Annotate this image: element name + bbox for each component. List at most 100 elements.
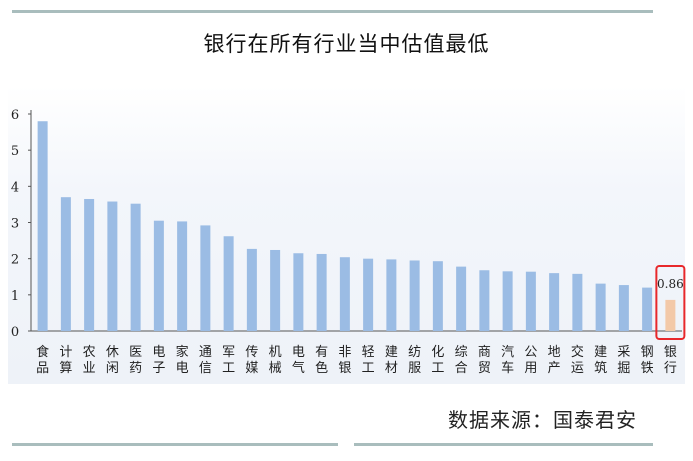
bar	[642, 287, 653, 331]
x-tick-label: 闲	[106, 361, 119, 376]
x-tick-label: 气	[292, 360, 305, 376]
x-tick-label: 公	[524, 345, 537, 360]
x-tick-label: 休	[106, 345, 119, 360]
x-tick-label: 信	[199, 361, 212, 376]
x-tick-label: 子	[152, 361, 165, 376]
x-tick-label: 产	[548, 361, 561, 376]
x-tick-label: 合	[455, 361, 468, 376]
x-tick-label: 有	[315, 345, 328, 360]
top-rule	[12, 10, 653, 13]
bar	[339, 257, 350, 331]
x-tick-label: 车	[501, 360, 514, 376]
x-tick-label: 轻	[362, 345, 375, 360]
bar	[456, 266, 467, 331]
plot-background	[8, 86, 685, 384]
bar	[432, 261, 443, 331]
x-tick-label: 传	[245, 345, 258, 360]
x-tick-label: 采	[617, 345, 630, 360]
x-tick-label: 通	[199, 345, 212, 360]
x-tick-label: 工	[362, 361, 375, 376]
y-tick-label: 3	[11, 217, 19, 232]
x-tick-label: 品	[36, 361, 49, 376]
y-tick-label: 0	[11, 325, 19, 340]
bar	[363, 258, 374, 331]
bar	[479, 270, 490, 331]
x-tick-label: 算	[59, 361, 72, 376]
x-tick-label: 色	[315, 360, 328, 376]
bar	[595, 283, 606, 331]
y-tick-label: 5	[11, 144, 19, 159]
x-tick-label: 化	[431, 345, 444, 360]
y-tick-label: 6	[11, 108, 19, 123]
bar	[60, 197, 71, 331]
x-tick-label: 电	[292, 345, 305, 360]
x-tick-label: 用	[524, 361, 537, 376]
bar-highlight	[665, 299, 676, 331]
bar	[386, 259, 397, 331]
bar	[502, 271, 513, 331]
bar	[293, 253, 304, 331]
x-tick-label: 工	[222, 361, 235, 376]
bar	[130, 203, 141, 331]
x-tick-label: 材	[385, 361, 398, 376]
x-tick-label: 机	[269, 345, 282, 360]
x-tick-label: 商	[478, 345, 491, 360]
bar	[525, 271, 536, 331]
x-tick-label: 建	[594, 345, 607, 360]
x-tick-label: 食	[36, 344, 49, 360]
x-tick-label: 农	[83, 345, 96, 360]
bar	[572, 273, 583, 331]
x-tick-label: 计	[59, 345, 72, 360]
x-tick-label: 地	[548, 345, 561, 360]
bar	[246, 248, 257, 331]
bar	[549, 273, 560, 331]
x-tick-label: 军	[222, 345, 235, 360]
bar	[153, 220, 164, 331]
bar	[200, 225, 211, 331]
x-tick-label: 贸	[478, 361, 491, 376]
bar	[618, 285, 629, 331]
x-tick-label: 行	[664, 361, 677, 376]
x-tick-label: 媒	[245, 361, 258, 376]
x-tick-label: 非	[338, 345, 351, 360]
x-tick-label: 家	[176, 344, 189, 360]
x-tick-label: 铁	[641, 361, 654, 376]
bar	[107, 201, 118, 331]
chart-title: 银行在所有行业当中估值最低	[203, 32, 490, 56]
x-tick-label: 银	[664, 345, 677, 360]
highlight-box	[655, 265, 686, 340]
rule-gap	[338, 440, 354, 448]
x-tick-label: 械	[269, 361, 282, 376]
x-tick-label: 工	[431, 361, 444, 376]
bar	[316, 253, 327, 331]
data-label: 0.86	[657, 277, 684, 291]
x-tick-label: 综	[455, 345, 468, 360]
y-tick-label: 1	[11, 289, 19, 304]
bottom-rule	[12, 443, 653, 446]
x-tick-label: 医	[129, 345, 142, 360]
bar	[270, 249, 281, 331]
x-tick-label: 建	[385, 345, 398, 360]
x-tick-label: 电	[152, 345, 165, 360]
bar	[223, 236, 234, 331]
x-tick-label: 钢	[641, 345, 654, 360]
x-tick-label: 电	[176, 361, 189, 376]
bar	[177, 221, 188, 331]
x-tick-label: 运	[571, 361, 584, 376]
x-tick-label: 掘	[617, 361, 630, 376]
y-tick-label: 2	[11, 253, 19, 268]
bar	[84, 198, 95, 331]
bar	[409, 260, 420, 331]
y-tick-label: 4	[11, 180, 19, 195]
x-tick-label: 银	[338, 361, 351, 376]
data-source: 数据来源：国泰君安	[448, 408, 637, 432]
x-tick-label: 业	[83, 361, 96, 376]
x-tick-label: 药	[129, 361, 142, 376]
bar	[37, 121, 48, 331]
x-tick-label: 纺	[408, 345, 421, 360]
x-tick-label: 筑	[594, 360, 607, 376]
x-tick-label: 交	[571, 344, 584, 360]
x-tick-label: 服	[408, 361, 421, 376]
x-tick-label: 汽	[501, 345, 514, 360]
